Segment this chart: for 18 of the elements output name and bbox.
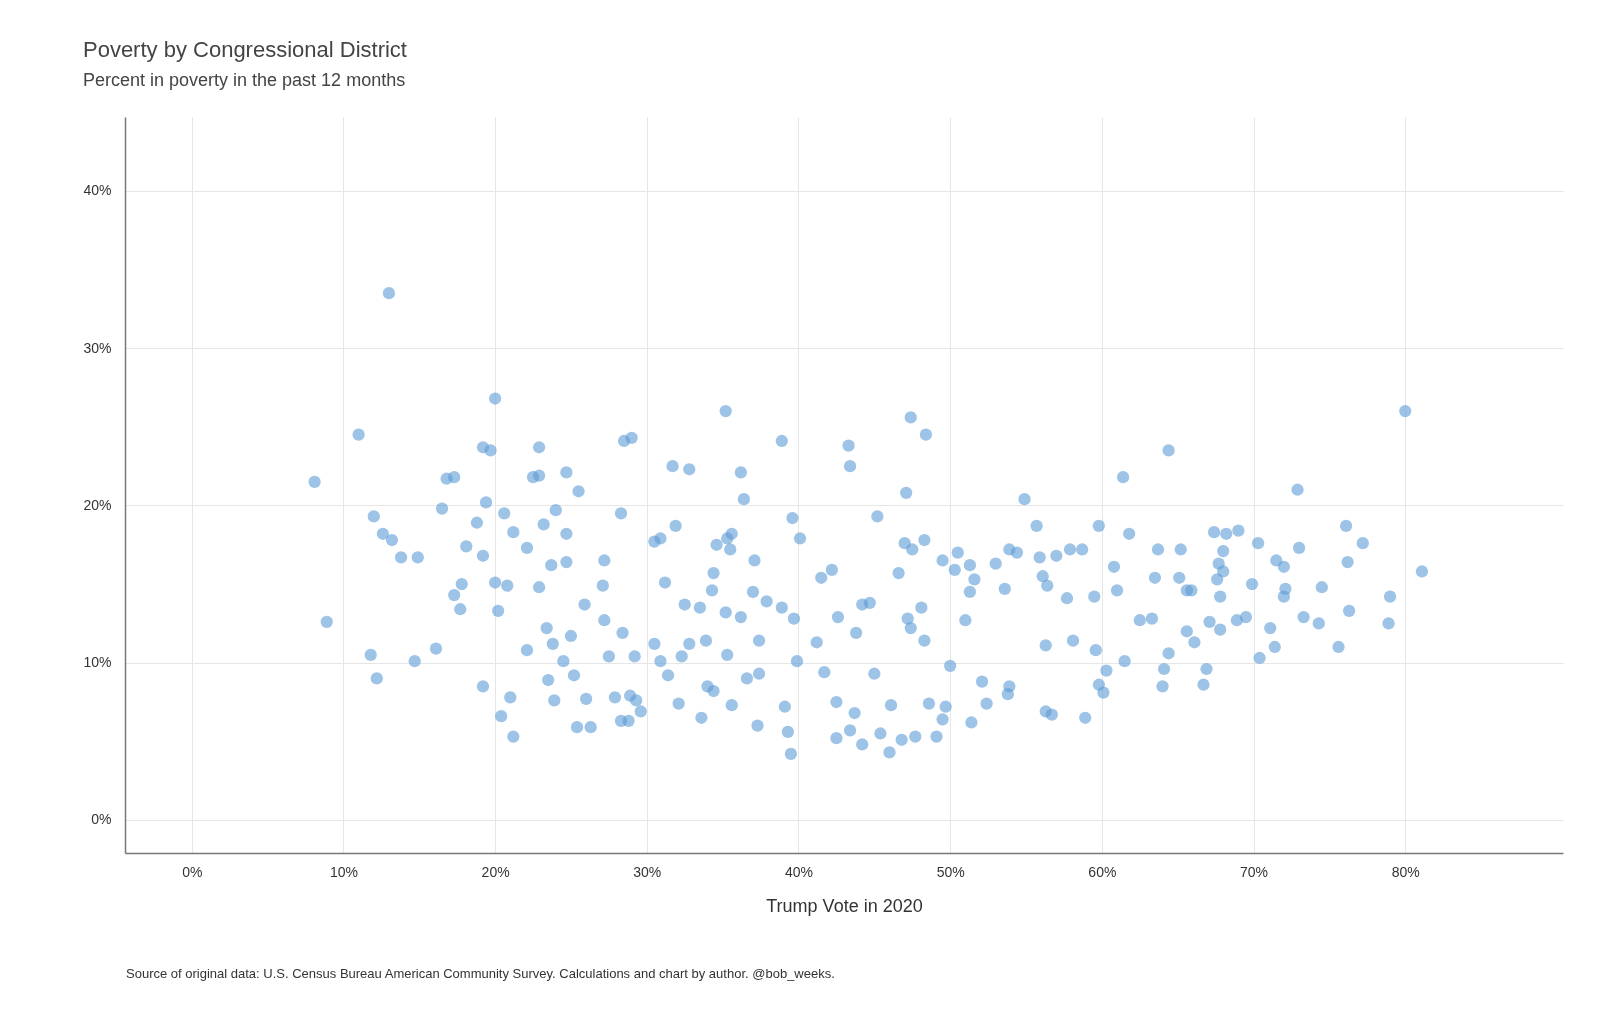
- x-tick-label: 10%: [329, 863, 358, 880]
- y-tick-label: 20%: [83, 496, 112, 513]
- x-tick-label: 80%: [1391, 863, 1420, 880]
- x-tick-label: 0%: [182, 863, 203, 880]
- x-tick-label: 20%: [481, 863, 510, 880]
- x-tick-label: 60%: [1088, 863, 1117, 880]
- y-tick-label: 30%: [83, 339, 112, 356]
- chart-subtitle: Percent in poverty in the past 12 months: [82, 70, 406, 90]
- x-tick-label: 40%: [784, 863, 814, 880]
- y-tick-label: 10%: [83, 654, 112, 671]
- x-tick-label: 30%: [633, 863, 662, 880]
- x-tick-label: 50%: [936, 863, 965, 880]
- y-tick-label: 40%: [83, 182, 112, 199]
- x-tick-label: 70%: [1240, 863, 1269, 880]
- source-note: Source of original data: U.S. Census Bureau American Community Survey. Calculations and chart by author. @bob_weeks.: [126, 966, 835, 981]
- x-axis-title: Trump Vote in 2020: [766, 895, 923, 916]
- chart-title: Poverty by Congressional District: [82, 37, 407, 62]
- y-tick-label: 0%: [91, 811, 112, 828]
